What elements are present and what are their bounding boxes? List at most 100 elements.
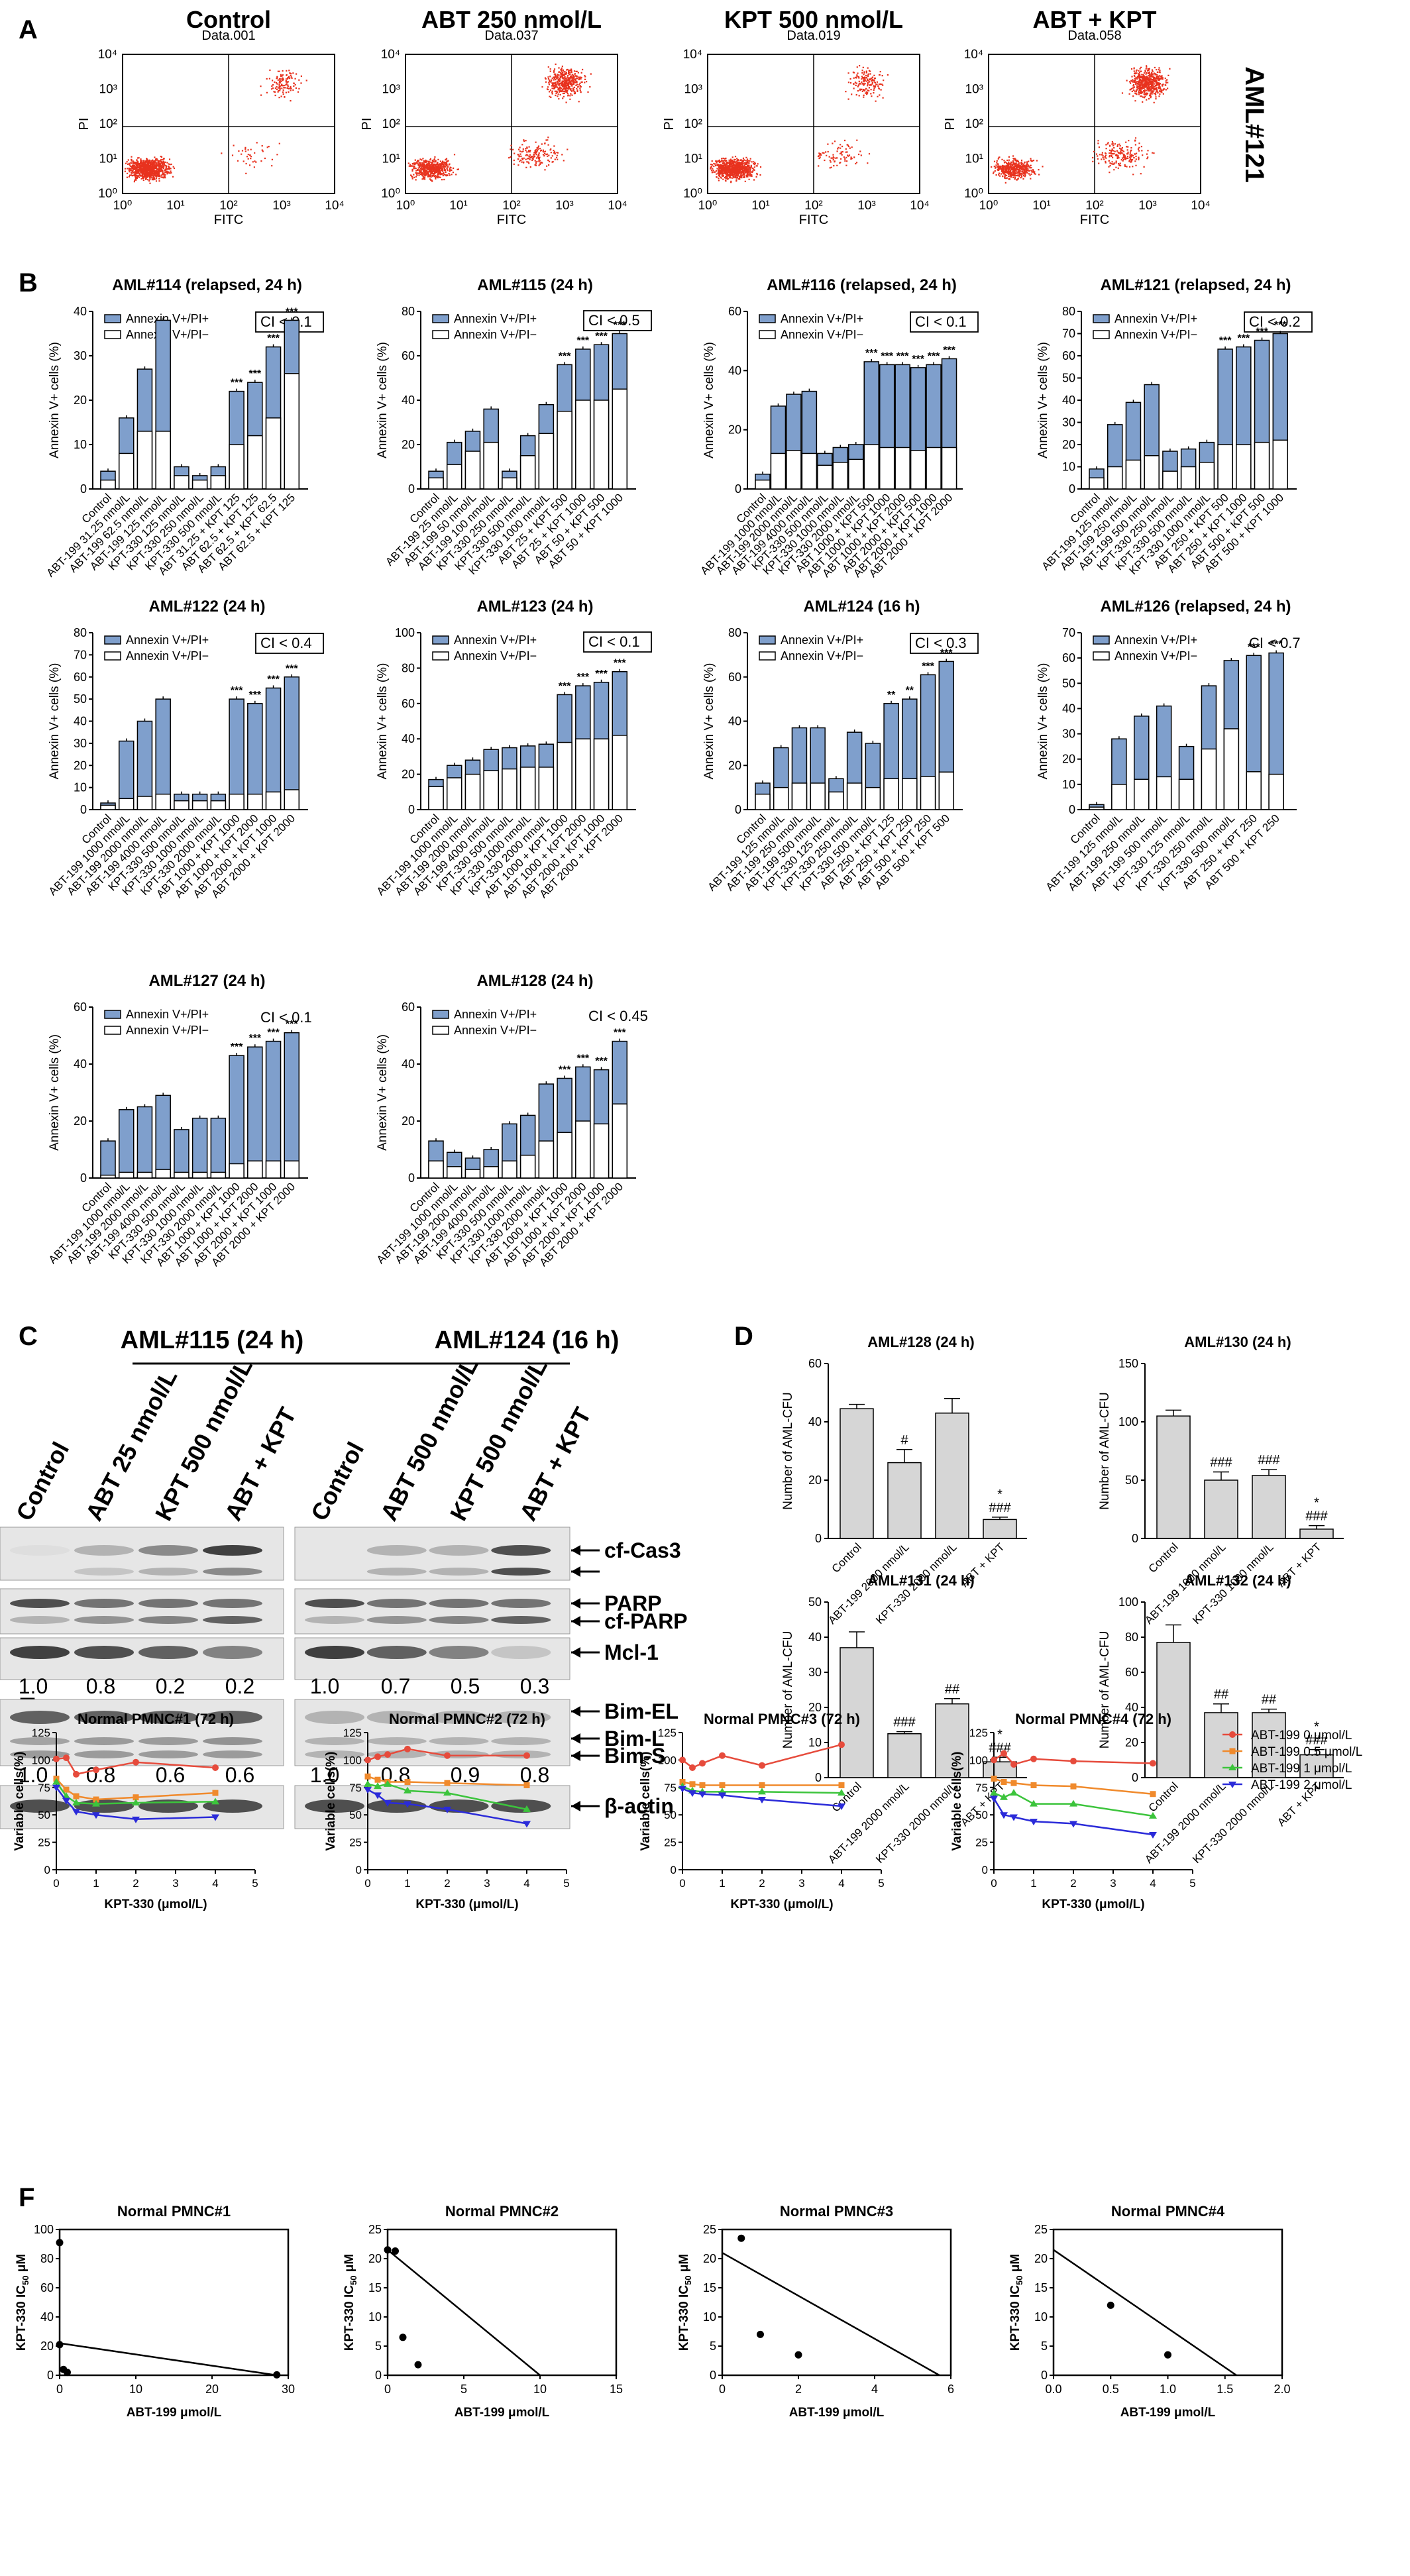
bim-ratio: 1.0	[310, 1763, 339, 1787]
y-axis-label: Number of AML-CFU	[1098, 1631, 1112, 1748]
bar-negative	[895, 447, 910, 490]
plot-frame	[721, 2228, 952, 2377]
blot-band	[203, 1599, 262, 1608]
band-label: β-actin	[604, 1794, 674, 1818]
y-axis-label: Number of AML-CFU	[1098, 1392, 1112, 1509]
significance-mark: ***	[286, 306, 298, 317]
y-tick-label: 0	[735, 803, 741, 816]
isobologram: Normal PMNC#4 0 5 10 15 20 25 0.0 0.5 1.0 1.5 2.0 AB…	[1008, 2203, 1291, 2420]
blot-strip	[0, 1699, 284, 1766]
y-label-part: μM	[343, 2254, 356, 2276]
y-tick-label: 100	[658, 1754, 677, 1766]
y-axis-label: Variable cells(%)	[639, 1752, 653, 1851]
y-tick-label: 20	[1062, 438, 1075, 451]
bar-negative	[801, 453, 818, 490]
y-tick-label: 100	[1118, 1595, 1138, 1609]
bar-chart: AML#128 (24 h) 0 20 40 60 Annexin V+ cells (%…	[374, 972, 648, 1269]
y-tick-label: 40	[40, 2310, 54, 2324]
bar-negative	[428, 477, 444, 490]
y-tick-label: 40	[402, 394, 415, 407]
y-tick-label: 60	[402, 349, 415, 362]
blot-band	[10, 1711, 70, 1724]
cfu-bar	[983, 1519, 1017, 1539]
series-line	[55, 1781, 216, 1805]
additivity-line	[59, 2342, 277, 2377]
blot-band	[10, 1646, 70, 1659]
y-tick-label: 100	[34, 2223, 54, 2236]
cfu-bar	[887, 1733, 922, 1778]
y-label-part: KPT-330 IC	[1008, 2285, 1022, 2351]
y-axis-label: Annexin V+ cells (%)	[702, 342, 716, 458]
flow-title: Control	[186, 6, 271, 33]
y-tick-label: 40	[728, 715, 741, 728]
data-point	[1030, 1755, 1037, 1762]
blot-band	[366, 1616, 427, 1624]
band-label: Mcl-1	[604, 1640, 659, 1664]
legend-label: ABT-199 1 μmol/L	[1251, 1762, 1352, 1776]
significance-mark: ***	[922, 661, 934, 672]
flow-title: ABT 250 nmol/L	[421, 6, 602, 33]
significance-mark: *	[997, 1727, 1003, 1742]
bar-negative	[612, 388, 628, 490]
plot-frame	[58, 2228, 290, 2377]
bar-negative	[575, 1120, 591, 1179]
y-tick-label: 15	[368, 2281, 382, 2294]
bar-negative	[174, 475, 190, 490]
blot-band	[429, 1599, 489, 1608]
y-axis-label: Annexin V+ cells (%)	[376, 342, 390, 458]
data-point	[1107, 2301, 1114, 2309]
chart-title: AML#126 (relapsed, 24 h)	[1100, 598, 1291, 616]
bar-negative	[879, 447, 895, 490]
blot-strip	[294, 1588, 570, 1635]
legend-label: Annexin V+/PI−	[1114, 328, 1197, 341]
significance-mark: ##	[1214, 1688, 1229, 1702]
bar-negative	[229, 1163, 244, 1179]
y-tick-label: 25	[38, 1837, 50, 1849]
y-tick-label: 10	[74, 781, 87, 794]
y-tick-label: 0	[408, 482, 415, 496]
y-tick-label: 20	[703, 2252, 716, 2265]
flow-xtick: 10¹	[1032, 199, 1050, 213]
blot-band	[305, 1568, 364, 1576]
bar-chart: AML#114 (relapsed, 24 h) 0 10 20 30 40 Annexin…	[44, 276, 324, 579]
flow-xtick: 10¹	[166, 199, 184, 213]
data-point	[523, 1805, 531, 1812]
data-point	[212, 1790, 219, 1796]
data-point	[133, 1758, 139, 1766]
blot-band	[74, 1568, 134, 1576]
side-label: AML#121	[1240, 66, 1269, 183]
ci-box	[255, 633, 324, 654]
y-tick-label: 40	[402, 1057, 415, 1071]
plot-frame	[386, 2228, 618, 2377]
y-tick-label: 60	[74, 671, 87, 684]
flow-xlabel: FITC	[799, 213, 828, 227]
y-axis-label: Number of AML-CFU	[781, 1631, 795, 1748]
flow-ytick: 10³	[382, 83, 400, 97]
y-tick-label: 70	[74, 648, 87, 661]
cfu-bar	[1156, 1415, 1191, 1539]
y-tick-label: 50	[1062, 676, 1075, 690]
blot-band	[10, 1737, 70, 1745]
y-tick-label: 100	[343, 1754, 362, 1766]
chart-title: AML#114 (relapsed, 24 h)	[112, 276, 302, 294]
data-point	[56, 2239, 64, 2247]
legend-swatch-neg	[759, 651, 776, 661]
y-tick-label: 20	[1125, 1736, 1138, 1749]
data-point	[73, 1770, 80, 1778]
bar-negative	[926, 447, 942, 490]
x-tick-label: 5	[1189, 1877, 1195, 1890]
arrow-head	[571, 1733, 580, 1744]
legend-label: Annexin V+/PI+	[781, 312, 863, 325]
ci-label: CI < 0.5	[588, 312, 640, 329]
bar-negative	[118, 798, 135, 810]
y-tick-label: 20	[40, 2339, 54, 2353]
y-tick-label: 60	[728, 305, 741, 318]
significance-mark: ***	[267, 674, 280, 685]
data-point	[678, 1786, 686, 1793]
data-point	[1149, 1811, 1157, 1819]
flow-ytick: 10²	[99, 117, 117, 131]
additivity-line	[1053, 2249, 1237, 2377]
data-point	[679, 1756, 686, 1764]
legend-label: Annexin V+/PI−	[454, 1024, 537, 1037]
